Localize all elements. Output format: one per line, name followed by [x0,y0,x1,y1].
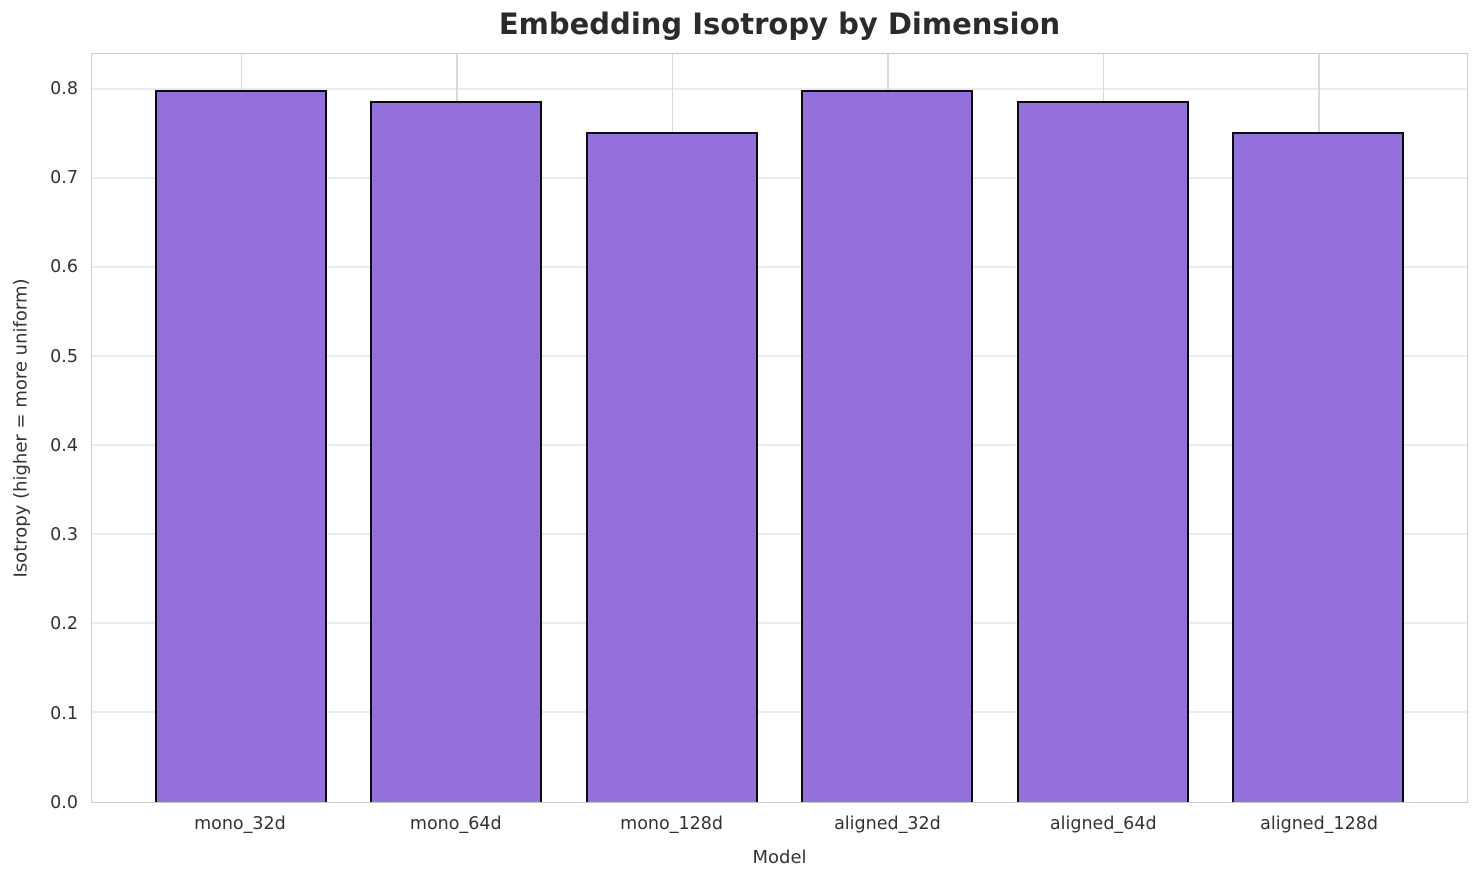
y-tick-label: 0.0 [50,793,78,813]
y-tick-label: 0.1 [50,703,78,724]
x-axis-label: Model [752,847,807,868]
horizontal-gridline [92,622,1467,624]
bar-mono_32d [154,89,327,802]
y-tick-label: 0.7 [50,168,78,188]
bar-mono_64d [370,101,543,802]
horizontal-gridline [92,533,1467,535]
y-tick-label: 0.5 [50,346,78,367]
plot-area [91,53,1468,803]
y-tick-label: 0.3 [50,525,78,546]
x-tick-label: mono_64d [409,814,502,834]
y-tick-label: 0.2 [50,614,78,635]
x-tick-label: aligned_64d [1049,814,1157,834]
chart-title: Embedding Isotropy by Dimension [498,7,1061,41]
horizontal-gridline [92,177,1467,179]
y-tick-label: 0.4 [50,435,78,456]
y-axis-tick-labels: 0.0 0.1 0.2 0.3 0.4 0.5 0.6 0.7 0.8 [0,53,78,813]
x-axis-tick-labels: mono_32d mono_64d mono_128d aligned_32d alig… [91,814,1468,840]
x-tick-label: aligned_128d [1260,814,1378,834]
bar-aligned_32d [801,89,974,802]
horizontal-gridline [92,711,1467,713]
y-tick-label: 0.6 [50,257,78,278]
horizontal-gridline [92,444,1467,446]
x-tick-label: mono_128d [620,814,723,834]
bar-aligned_64d [1016,101,1189,802]
y-axis-label: Isotropy (higher = more uniform) [10,278,32,578]
y-tick-label: 0.8 [50,78,78,99]
horizontal-gridline [92,266,1467,268]
bar-mono_128d [585,132,758,802]
x-tick-label: mono_32d [194,814,286,834]
bar-aligned_128d [1232,132,1405,802]
x-tick-label: aligned_32d [834,814,941,834]
horizontal-gridline [92,355,1467,357]
horizontal-gridline [92,88,1467,90]
